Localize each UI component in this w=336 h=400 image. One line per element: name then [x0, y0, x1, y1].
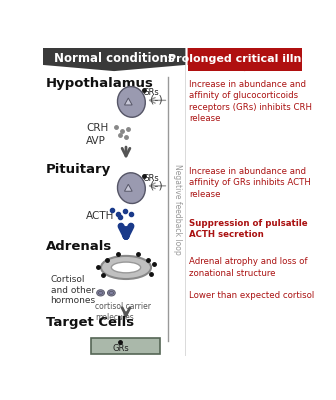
- Text: Suppression of pulsatile
ACTH secretion: Suppression of pulsatile ACTH secretion: [189, 219, 308, 239]
- Ellipse shape: [109, 291, 114, 294]
- Text: Adrenal atrophy and loss of
zonational structure: Adrenal atrophy and loss of zonational s…: [189, 258, 308, 278]
- Text: (-): (-): [151, 181, 163, 191]
- Ellipse shape: [118, 173, 145, 204]
- Text: Negative feedback loop: Negative feedback loop: [173, 164, 182, 255]
- Bar: [187, 48, 302, 71]
- Text: Normal conditions: Normal conditions: [54, 52, 174, 65]
- Ellipse shape: [97, 290, 104, 296]
- Ellipse shape: [118, 86, 145, 117]
- Text: GRs: GRs: [142, 88, 159, 97]
- Ellipse shape: [98, 291, 103, 294]
- Text: Increase in abundance and
affinity of glucocorticoids
receptors (GRs) inhibits C: Increase in abundance and affinity of gl…: [189, 80, 312, 123]
- FancyBboxPatch shape: [91, 338, 160, 354]
- Ellipse shape: [111, 262, 141, 273]
- Text: Lower than expected cortisol: Lower than expected cortisol: [189, 290, 314, 300]
- Polygon shape: [43, 48, 185, 71]
- Text: ACTH: ACTH: [86, 211, 114, 221]
- Text: cortisol carrier
molecules: cortisol carrier molecules: [95, 302, 151, 322]
- Text: Adrenals: Adrenals: [46, 240, 112, 254]
- Text: GRs: GRs: [112, 344, 129, 354]
- Text: Target Cells: Target Cells: [46, 316, 134, 329]
- Text: Prolonged critical illness: Prolonged critical illness: [168, 54, 322, 64]
- Text: GRs: GRs: [142, 174, 159, 183]
- Text: Increase in abundance and
affinity of GRs inhibits ACTH
release: Increase in abundance and affinity of GR…: [189, 167, 311, 198]
- Ellipse shape: [108, 290, 115, 296]
- Text: Hypothalamus: Hypothalamus: [46, 77, 154, 90]
- Text: (-): (-): [151, 94, 163, 104]
- Text: Cortisol
and other
hormones: Cortisol and other hormones: [50, 275, 96, 305]
- Text: Pituitary: Pituitary: [46, 164, 111, 176]
- Ellipse shape: [101, 256, 151, 279]
- Text: CRH
AVP: CRH AVP: [86, 124, 108, 146]
- Polygon shape: [124, 98, 132, 105]
- Polygon shape: [124, 184, 132, 191]
- Polygon shape: [187, 48, 302, 71]
